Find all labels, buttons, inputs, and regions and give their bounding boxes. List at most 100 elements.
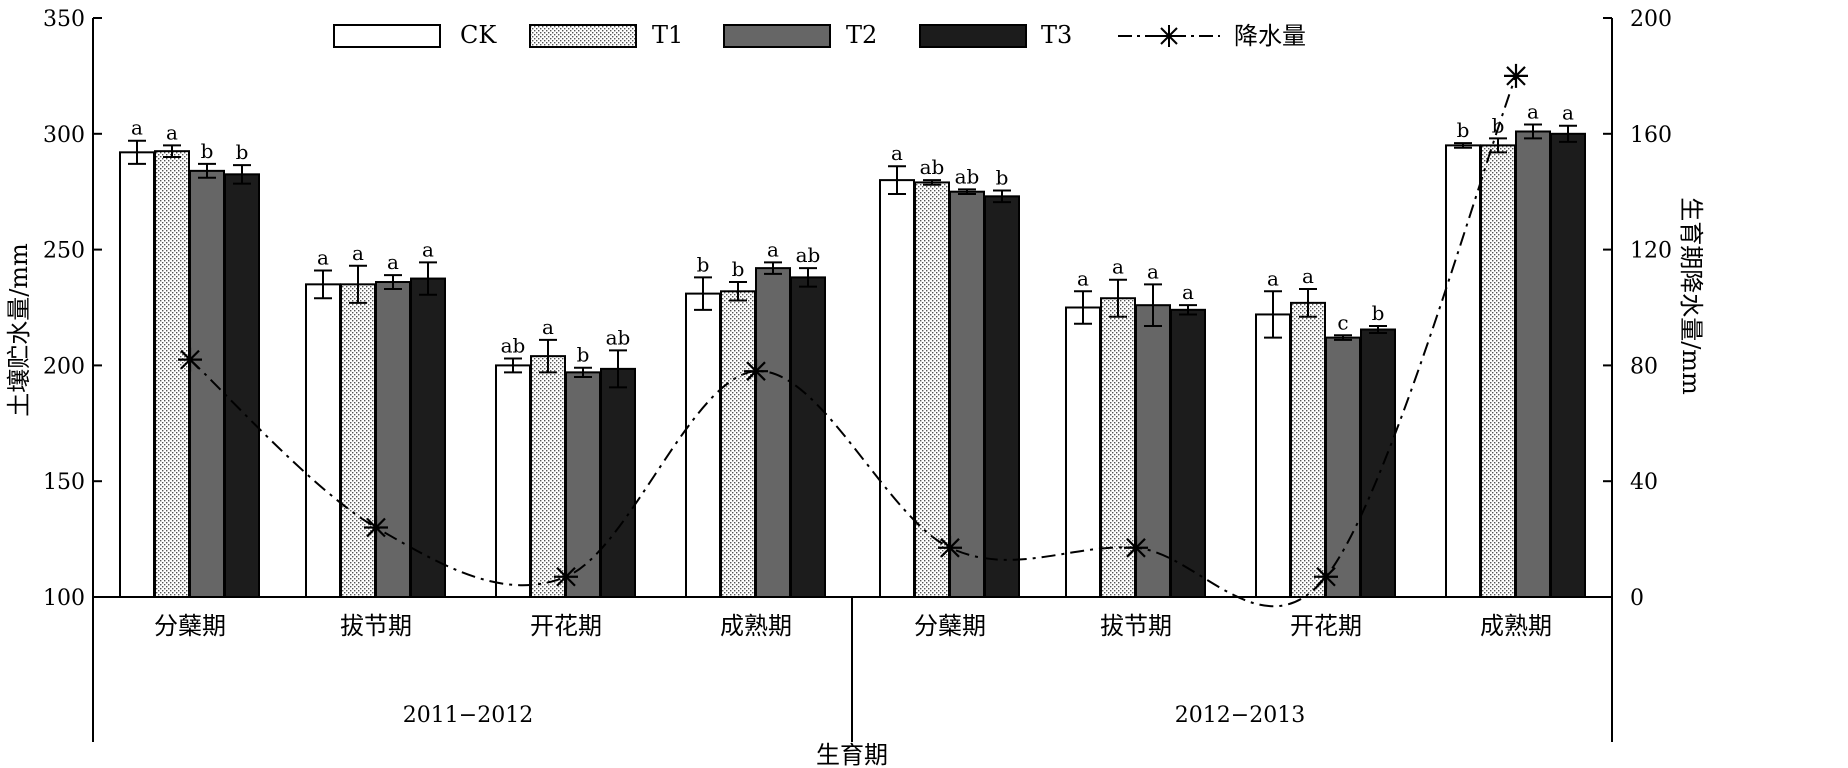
bar-t1-7 [1480,144,1516,598]
significance-letter-t1-4: ab [920,155,945,179]
bar-ck-4 [879,179,915,598]
bar-t3-3 [790,276,826,598]
significance-letter-t2-4: ab [955,164,980,188]
significance-letter-t3-7: a [1562,101,1574,125]
significance-letter-ck-4: a [891,141,903,165]
significance-letter-t2-0: b [201,139,214,163]
significance-letter-ck-1: a [317,245,329,269]
bar-ck-6 [1255,313,1291,598]
bar-ck-7 [1445,144,1481,598]
significance-letter-t2-1: a [387,250,399,274]
year-label-2011-2012: 2011−2012 [403,703,533,728]
significance-letter-t1-2: a [542,315,554,339]
category-label-4: 分蘖期 [914,612,986,640]
bar-ck-3 [685,292,721,598]
bar-t3-5 [1170,308,1206,598]
category-label-3: 成熟期 [720,612,792,640]
bar-ck-2 [495,364,531,598]
legend-swatch-t2 [723,24,831,48]
legend-label-t1: T1 [652,21,683,49]
legend-swatch-t3 [919,24,1027,48]
significance-letter-ck-5: a [1077,266,1089,290]
bar-t2-2 [565,371,601,598]
significance-letter-t3-0: b [236,140,249,164]
significance-letter-t1-1: a [352,241,364,265]
bar-t1-2 [530,355,566,598]
precipitation-marker-1 [364,515,388,540]
error-bars-layer [128,123,1577,389]
significance-letter-ck-2: ab [501,333,526,357]
left-axis-ticks: 100 150 200 250 300 350 [43,7,102,611]
precipitation-marker-7 [1504,63,1528,88]
legend-label-t3: T3 [1041,21,1072,49]
y2-tick-label-0: 0 [1630,586,1644,611]
bar-t3-4 [984,195,1020,598]
legend: CK T1 T2 T3 降水量 [333,21,1306,50]
bar-t1-4 [914,181,950,598]
bar-t2-4 [949,190,985,598]
significance-letter-t2-2: b [577,343,590,367]
bar-t1-1 [340,283,376,598]
significance-letter-t3-3: ab [796,243,821,267]
y2-axis-title: 生育期降水量/mm [1677,197,1705,395]
significance-letter-ck-0: a [131,116,143,140]
bar-t1-6 [1290,301,1326,598]
y-tick-label-1: 150 [43,470,85,495]
category-label-6: 开花期 [1290,612,1362,640]
precipitation-marker-6 [1314,564,1338,589]
significance-letter-t1-6: a [1302,264,1314,288]
category-label-1: 拔节期 [340,612,412,640]
y2-tick-label-5: 200 [1630,7,1672,32]
significance-letter-t3-4: b [996,166,1009,190]
bar-t1-0 [154,150,190,598]
significance-letter-t2-5: a [1147,259,1159,283]
category-label-5: 拔节期 [1100,612,1172,640]
right-axis-ticks: 0 40 80 120 160 200 [1603,7,1672,611]
y2-tick-label-3: 120 [1630,239,1672,264]
legend-label-ck: CK [460,21,497,49]
precipitation-marker-3 [744,359,768,384]
bar-ck-1 [305,283,341,598]
significance-letter-t3-1: a [422,237,434,261]
legend-swatch-ck [333,24,441,48]
bar-ck-0 [119,151,155,598]
precipitation-marker-4 [938,535,962,560]
y-tick-label-2: 200 [43,354,85,379]
category-labels: 分蘖期 拔节期 开花期 成熟期 分蘖期 拔节期 开花期 成熟期 [154,612,1552,640]
category-label-2: 开花期 [530,612,602,640]
category-label-7: 成熟期 [1480,612,1552,640]
significance-letter-t3-2: ab [606,325,631,349]
bar-t3-0 [224,173,260,599]
precipitation-series [178,63,1528,608]
bar-t3-6 [1360,328,1396,598]
bar-t2-3 [755,267,791,598]
significance-letter-t2-3: a [767,237,779,261]
bar-t2-0 [189,169,225,599]
significance-letter-ck-6: a [1267,266,1279,290]
significance-letter-t1-3: b [732,257,745,281]
y-axis-title: 土壤贮水量/mm [5,243,33,417]
bar-t3-2 [600,367,636,598]
significance-letter-t1-5: a [1112,255,1124,279]
y-tick-label-5: 350 [43,7,85,32]
significance-letter-t2-6: c [1337,310,1348,334]
y2-tick-label-1: 40 [1630,470,1658,495]
precipitation-line [189,75,1517,608]
y-tick-label-4: 300 [43,123,85,148]
y-tick-label-3: 250 [43,239,85,264]
bar-t2-1 [375,281,411,598]
significance-letter-t3-6: b [1372,301,1385,325]
precipitation-marker-5 [1124,535,1148,560]
legend-label-t2: T2 [846,21,877,49]
bar-t1-3 [720,290,756,598]
bar-t2-7 [1515,130,1551,598]
x-axis-title: 生育期 [816,741,888,768]
bars-layer [119,130,1586,599]
legend-label-precip: 降水量 [1234,22,1306,50]
bar-t1-5 [1100,297,1136,598]
legend-marker-precip [1158,25,1180,47]
significance-letter-t2-7: a [1527,100,1539,124]
precipitation-marker-0 [178,347,202,372]
